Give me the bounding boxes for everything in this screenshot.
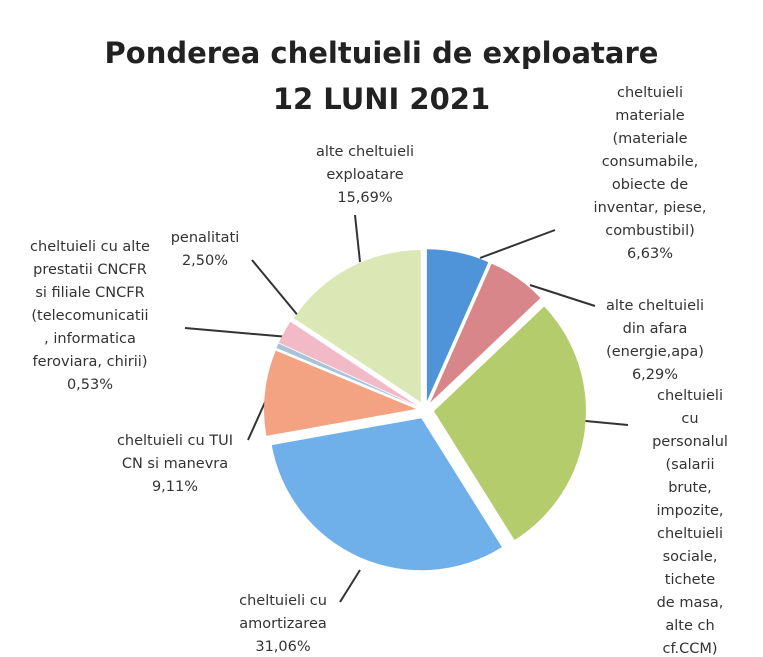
category-label: cheltuieli cu TUI CN si manevra bbox=[116, 433, 234, 472]
value-label: 2,50% bbox=[181, 253, 229, 269]
pie-slice bbox=[271, 418, 502, 571]
slice-label: penalitati 2,50% bbox=[171, 227, 240, 273]
slice-label: cheltuieli cu personalul (salarii brute,… bbox=[652, 385, 728, 657]
value-label: 6,63% bbox=[626, 246, 674, 262]
pie-slice bbox=[433, 306, 586, 541]
category-label: alte cheltuieli exploatare bbox=[315, 144, 415, 183]
pie-slice bbox=[276, 343, 417, 407]
category-label: cheltuieli cu amortizarea bbox=[239, 593, 327, 632]
pie-slice bbox=[264, 350, 417, 436]
value-label: 0,53% bbox=[66, 377, 114, 393]
pie-slice bbox=[294, 250, 421, 403]
category-label: cheltuieli materiale (materiale consumab… bbox=[593, 85, 707, 239]
value-label: 6,29% bbox=[631, 367, 679, 383]
leader-lines bbox=[184, 214, 629, 603]
value-label: 9,11% bbox=[151, 479, 199, 495]
slice-label: cheltuieli cu amortizarea 31,06% bbox=[239, 590, 327, 657]
pie-slice bbox=[426, 249, 489, 402]
value-label: 31,06% bbox=[255, 639, 311, 655]
category-label: cheltuieli cu alte prestatii CNCFR si fi… bbox=[30, 239, 150, 370]
slice-label: cheltuieli cu alte prestatii CNCFR si fi… bbox=[30, 236, 150, 397]
category-label: penalitati bbox=[170, 230, 240, 246]
chart-title: Ponderea cheltuieli de exploatare 12 LUN… bbox=[104, 36, 659, 116]
pie-slice bbox=[430, 263, 541, 403]
category-label: cheltuieli cu personalul (salarii brute,… bbox=[652, 388, 728, 657]
slice-label: cheltuieli cu TUI CN si manevra 9,11% bbox=[117, 430, 233, 499]
category-label: alte cheltuieli din afara (energie,apa) bbox=[605, 298, 705, 360]
pie-slice bbox=[278, 321, 418, 406]
slice-label: cheltuieli materiale (materiale consumab… bbox=[594, 82, 707, 266]
slice-label: alte cheltuieli din afara (energie,apa) 6… bbox=[606, 295, 704, 387]
value-label: 15,69% bbox=[337, 190, 393, 206]
slice-label: alte cheltuieli exploatare 15,69% bbox=[316, 141, 414, 210]
